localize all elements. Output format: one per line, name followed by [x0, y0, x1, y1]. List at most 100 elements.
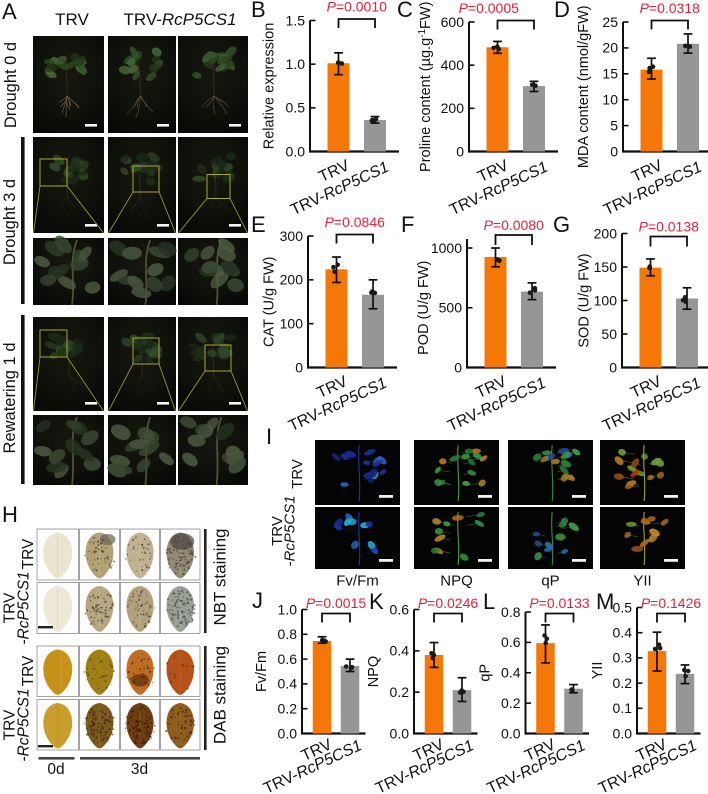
- svg-text:P=0.0010: P=0.0010: [327, 0, 388, 15]
- svg-text:10: 10: [602, 92, 618, 108]
- svg-text:Fv/Fm: Fv/Fm: [336, 573, 379, 590]
- svg-text:0.8: 0.8: [278, 626, 298, 642]
- svg-text:I: I: [266, 424, 272, 449]
- svg-text:0.2: 0.2: [501, 695, 521, 711]
- svg-text:3d: 3d: [131, 761, 148, 778]
- svg-text:P=0.0846: P=0.0846: [325, 214, 386, 230]
- svg-text:0.6: 0.6: [278, 651, 298, 667]
- svg-text:0.8: 0.8: [501, 604, 521, 620]
- svg-text:150: 150: [594, 259, 618, 275]
- svg-text:0.1: 0.1: [613, 700, 633, 716]
- svg-text:0.4: 0.4: [613, 625, 633, 641]
- svg-text:SOD (U/g FW): SOD (U/g FW): [577, 253, 593, 347]
- svg-text:Relative expression: Relative expression: [262, 23, 278, 150]
- svg-text:Drought 0 d: Drought 0 d: [2, 42, 20, 128]
- svg-text:0.0: 0.0: [501, 725, 521, 741]
- svg-text:TRV: TRV: [20, 655, 37, 686]
- svg-text:M: M: [596, 589, 614, 614]
- svg-text:0.4: 0.4: [501, 665, 521, 681]
- svg-text:TRV: TRV: [2, 709, 19, 740]
- svg-text:0.2: 0.2: [613, 675, 633, 691]
- svg-text:F: F: [401, 212, 414, 237]
- svg-text:200: 200: [280, 272, 304, 288]
- svg-text:0.6: 0.6: [501, 634, 521, 650]
- svg-text:200: 200: [441, 100, 465, 116]
- svg-text:TRV: TRV: [55, 10, 89, 29]
- svg-text:0.5: 0.5: [286, 100, 306, 116]
- svg-text:B: B: [251, 0, 266, 22]
- svg-text:0.0: 0.0: [390, 725, 410, 741]
- svg-text:20: 20: [602, 40, 618, 56]
- svg-text:25: 25: [602, 14, 618, 30]
- svg-text:H: H: [2, 502, 18, 527]
- svg-text:NPQ: NPQ: [366, 656, 382, 687]
- svg-text:J: J: [252, 588, 263, 613]
- svg-text:TRV: TRV: [20, 538, 37, 569]
- svg-text:P=0.0005: P=0.0005: [459, 0, 520, 16]
- svg-text:1000: 1000: [431, 240, 462, 256]
- svg-text:5: 5: [610, 117, 618, 133]
- svg-text:100: 100: [280, 315, 304, 331]
- svg-text:500: 500: [439, 300, 463, 316]
- svg-text:YII: YII: [633, 573, 651, 590]
- svg-text:0.5: 0.5: [613, 599, 633, 615]
- svg-text:0.2: 0.2: [278, 701, 298, 717]
- svg-text:Proline content (µg.g-1FW): Proline content (µg.g-1FW): [417, 2, 435, 172]
- svg-text:0: 0: [454, 359, 462, 375]
- svg-text:0.0: 0.0: [613, 725, 633, 741]
- svg-text:-RcP5CS1: -RcP5CS1: [282, 496, 299, 567]
- svg-text:-RcP5CS1: -RcP5CS1: [16, 688, 33, 761]
- svg-text:Rewatering 1 d: Rewatering 1 d: [1, 343, 19, 454]
- svg-text:0.6: 0.6: [390, 601, 410, 617]
- svg-text:400: 400: [441, 57, 465, 73]
- svg-text:TRV: TRV: [269, 516, 286, 546]
- svg-text:0: 0: [295, 359, 303, 375]
- svg-text:P=0.0138: P=0.0138: [639, 219, 700, 235]
- svg-text:0.4: 0.4: [390, 643, 410, 659]
- svg-text:0.3: 0.3: [613, 650, 633, 666]
- svg-text:P=0.0318: P=0.0318: [640, 0, 701, 16]
- svg-text:CAT (U/g FW): CAT (U/g FW): [262, 257, 278, 347]
- svg-text:Fv/Fm: Fv/Fm: [254, 651, 270, 692]
- svg-text:Drought 3 d: Drought 3 d: [1, 179, 19, 265]
- svg-text:D: D: [554, 0, 570, 22]
- svg-text:K: K: [369, 589, 384, 614]
- svg-text:qP: qP: [478, 664, 494, 682]
- svg-text:L: L: [483, 589, 495, 614]
- svg-text:P=0.0133: P=0.0133: [529, 595, 590, 611]
- svg-text:0.4: 0.4: [278, 676, 298, 692]
- svg-text:P=0.0246: P=0.0246: [418, 595, 479, 611]
- svg-text:E: E: [251, 212, 266, 237]
- svg-text:1.5: 1.5: [286, 12, 306, 28]
- svg-text:YII: YII: [590, 662, 606, 680]
- svg-text:0.0: 0.0: [278, 725, 298, 741]
- svg-text:1.0: 1.0: [278, 601, 298, 617]
- svg-text:200: 200: [594, 225, 618, 241]
- svg-text:50: 50: [601, 326, 617, 342]
- svg-text:TRV: TRV: [2, 592, 19, 623]
- svg-text:15: 15: [602, 66, 618, 82]
- svg-text:POD (U/g FW): POD (U/g FW): [416, 261, 432, 355]
- svg-text:0: 0: [456, 143, 464, 159]
- svg-text:P=0.0080: P=0.0080: [484, 217, 545, 233]
- svg-text:DAB staining: DAB staining: [211, 646, 230, 744]
- svg-text:300: 300: [280, 228, 304, 244]
- svg-text:G: G: [553, 212, 570, 237]
- svg-text:C: C: [397, 0, 413, 22]
- svg-text:qP: qP: [541, 573, 559, 590]
- svg-text:-RcP5CS1: -RcP5CS1: [16, 571, 33, 644]
- svg-text:0.0: 0.0: [286, 143, 306, 159]
- svg-text:MDA content (nmol/gFW): MDA content (nmol/gFW): [576, 5, 592, 168]
- svg-text:1.0: 1.0: [286, 56, 306, 72]
- svg-text:100: 100: [594, 292, 618, 308]
- svg-text:0d: 0d: [47, 761, 64, 778]
- svg-text:TRV: TRV: [289, 459, 306, 489]
- svg-text:0.2: 0.2: [390, 684, 410, 700]
- svg-text:TRV-RcP5CS1: TRV-RcP5CS1: [123, 10, 236, 29]
- svg-text:P=0.0015: P=0.0015: [306, 595, 367, 611]
- svg-text:0: 0: [610, 143, 618, 159]
- svg-text:P=0.1426: P=0.1426: [641, 595, 702, 611]
- svg-text:A: A: [2, 0, 17, 24]
- svg-text:NPQ: NPQ: [440, 573, 473, 590]
- svg-text:600: 600: [441, 14, 465, 30]
